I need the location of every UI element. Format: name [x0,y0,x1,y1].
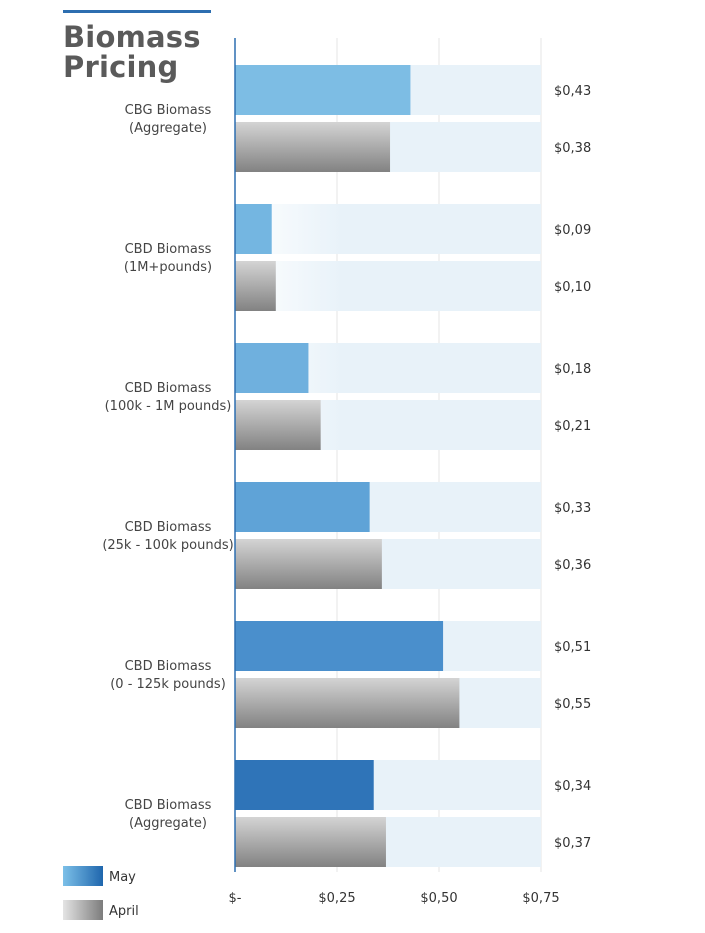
bar-may-2 [235,343,309,393]
value-label-may-3: $0,33 [554,501,591,516]
value-label-may-5: $0,34 [554,779,591,794]
value-label-may-1: $0,09 [554,223,591,238]
x-tick-label: $0,25 [318,891,355,906]
legend-label-may: May [109,870,136,885]
bar-april-0 [235,122,391,172]
category-label-0-line-1: CBG Biomass [125,103,212,118]
title-rule [63,10,211,13]
category-label-2-line-1: CBD Biomass [125,381,212,396]
value-label-april-0: $0,38 [554,141,591,156]
bar-may-1 [235,204,272,254]
value-label-april-5: $0,37 [554,836,591,851]
bar-april-5 [235,817,386,867]
value-label-april-3: $0,36 [554,558,591,573]
bar-may-5 [235,760,374,810]
bar-track [235,261,541,311]
chart-title-line-2: Pricing [63,50,179,84]
category-label-4-line-1: CBD Biomass [125,659,212,674]
category-label-5-line-2: (Aggregate) [129,816,207,831]
x-tick-label: $0,50 [420,891,457,906]
chart-title: Biomass Pricing [63,22,243,82]
bar-april-3 [235,539,382,589]
category-label-2-line-2: (100k - 1M pounds) [105,399,232,414]
value-label-may-4: $0,51 [554,640,591,655]
legend-swatch-may [63,866,103,886]
bar-april-2 [235,400,321,450]
legend-label-april: April [109,904,139,919]
bar-may-4 [235,621,444,671]
bar-april-1 [235,261,276,311]
bar-may-3 [235,482,370,532]
value-label-april-2: $0,21 [554,419,591,434]
category-label-1-line-1: CBD Biomass [125,242,212,257]
bar-april-4 [235,678,460,728]
chart-title-line-1: Biomass [63,20,201,54]
x-tick-label: $0,75 [522,891,559,906]
category-label-5-line-1: CBD Biomass [125,798,212,813]
category-label-3-line-1: CBD Biomass [125,520,212,535]
category-label-0-line-2: (Aggregate) [129,121,207,136]
value-label-april-1: $0,10 [554,280,591,295]
bar-track [235,204,541,254]
value-label-may-0: $0,43 [554,84,591,99]
category-label-1-line-2: (1M+pounds) [124,260,212,275]
bar-may-0 [235,65,411,115]
legend-swatch-april [63,900,103,920]
category-label-3-line-2: (25k - 100k pounds) [102,538,233,553]
value-label-may-2: $0,18 [554,362,591,377]
category-label-4-line-2: (0 - 125k pounds) [110,677,226,692]
x-tick-label: $- [229,891,242,906]
value-label-april-4: $0,55 [554,697,591,712]
